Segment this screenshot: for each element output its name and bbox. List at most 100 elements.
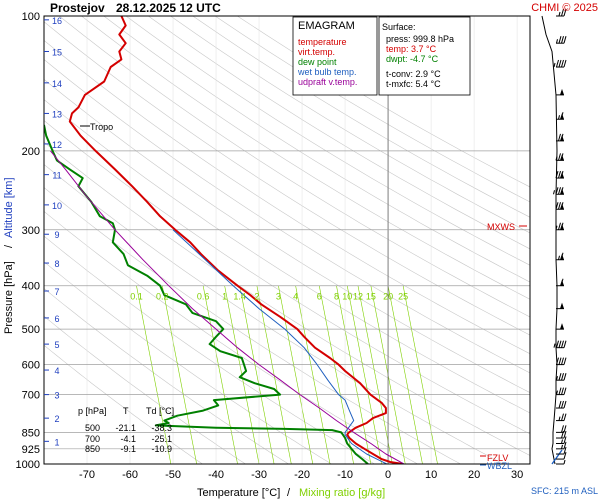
fzlv-label: FZLV [487, 453, 508, 463]
altitude-tick-label: 4 [54, 366, 59, 376]
wind-barb-flag [563, 357, 567, 365]
table-cell: -9.1 [120, 444, 136, 454]
mxws-label: MXWS [487, 222, 515, 232]
x-axis-title-separator: / [287, 487, 291, 499]
altitude-tick-label: 16 [52, 16, 62, 26]
altitude-tick-label: 10 [52, 201, 62, 211]
wind-barb-half-flag [560, 90, 563, 96]
altitude-tick-label: 12 [52, 140, 62, 150]
tropopause-label: Tropo [90, 122, 113, 132]
wind-barb-half-flag [555, 225, 558, 230]
pressure-tick-label: 300 [22, 225, 40, 237]
wind-barb-flag [555, 187, 559, 195]
wind-barb-half-flag [556, 39, 558, 44]
temperature-ticks: -70 -60 -50 -40 -30 -20 -10 0 10 20 30 [79, 469, 523, 481]
wind-barb-flag [558, 387, 562, 395]
sfc-altitude: SFC: 215 m ASL [531, 486, 598, 496]
surface-wind-segment [551, 449, 563, 465]
table-cell: -21.1 [115, 423, 136, 433]
wind-barb-flag [560, 170, 564, 179]
altitude-tick-label: 1 [54, 437, 59, 447]
wind-barb-flag [560, 222, 564, 230]
pressure-tick-label: 1000 [16, 459, 40, 471]
wind-barb-flag [560, 153, 564, 161]
mixing-ratio-line [402, 285, 438, 464]
temperature-tick-label: -40 [208, 469, 224, 481]
wind-profile [541, 8, 567, 465]
mixing-ratio-label: 2 [254, 292, 259, 302]
mixing-ratio-label: 20 [383, 292, 393, 302]
surface-tconv: t-conv: 2.9 °C [386, 69, 441, 79]
wind-barb-flag [563, 441, 567, 449]
wind-barb-half-flag [556, 376, 558, 381]
wind-barb-flag [563, 8, 567, 17]
altitude-tick-label: 3 [54, 391, 59, 401]
wind-barb-flag [555, 202, 559, 210]
wind-barb-flag [556, 357, 559, 365]
wind-barb-flag [558, 400, 562, 409]
wind-barb-half-flag [561, 444, 563, 449]
dry-adiabat [103, 16, 530, 283]
plot-frame [43, 15, 531, 465]
temperature-tick-label: 10 [425, 469, 437, 481]
mixing-ratio-line [202, 285, 238, 464]
wind-barb-half-flag [561, 439, 563, 444]
surface-press: press: 999.8 hPa [386, 34, 454, 44]
x-axis-title-temperature: Temperature [°C] [197, 487, 280, 499]
dry-adiabat [44, 39, 530, 355]
pressure-ticks: 100 200 300 400 500 600 700 850 925 1000 [16, 11, 40, 471]
table-cell: -38.3 [151, 423, 172, 433]
wind-barb-flag [558, 133, 561, 142]
dry-adiabat [44, 261, 332, 464]
datetime: 28.12.2025 12 UTC [116, 1, 221, 15]
mixing-ratio-label: 0.6 [197, 292, 210, 302]
wind-barb-flag [561, 36, 564, 44]
table-cell: -10.9 [151, 444, 172, 454]
x-axis-title-mixing: Mixing ratio [g/kg] [299, 487, 385, 499]
mixing-ratio-line [346, 285, 382, 464]
wind-barb-flag [556, 59, 559, 68]
altitude-tick-label: 8 [54, 259, 59, 269]
temperature-line [68, 16, 404, 464]
wind-barb-flag [561, 373, 564, 381]
mixing-ratio-label: 0.1 [130, 292, 143, 302]
wind-barb-half-flag [558, 255, 560, 260]
wind-barb-flag [563, 436, 567, 444]
temperature-tick-label: 0 [385, 469, 391, 481]
table-cell: 850 [85, 444, 100, 454]
temperature-tick-label: -50 [165, 469, 181, 481]
legend-item-virt-temp: virt.temp. [298, 47, 335, 57]
legend-title: EMAGRAM [298, 20, 355, 32]
surface-tmxfc: t-mxfc: 5.4 °C [386, 79, 441, 89]
mixing-ratio-line [136, 285, 172, 464]
mixing-ratio-label: 25 [398, 292, 408, 302]
mixing-ratio-label: 12 [353, 292, 363, 302]
station-name: Prostejov [50, 1, 105, 15]
mixing-ratio-line [256, 285, 292, 464]
wind-barb-half-flag [553, 343, 556, 348]
altitude-tick-label: 13 [52, 109, 62, 119]
grid-layer [44, 16, 530, 464]
wind-barb-flag [561, 357, 564, 365]
dry-adiabat [192, 16, 530, 218]
table-cell: -25.1 [151, 434, 172, 444]
wind-barb-flag [558, 36, 562, 44]
mixing-ratio-line [161, 285, 197, 464]
mixing-ratio-line [278, 285, 314, 464]
wind-barb-flag [561, 413, 564, 421]
mixing-ratio-labels: 0.1 0.2 0.6 1 1.4 2 3 4 6 8 10 12 15 20 25 [130, 292, 408, 302]
mixing-ratio-label: 1.4 [233, 292, 246, 302]
altitude-tick-label: 15 [52, 47, 62, 57]
pressure-tick-label: 200 [22, 146, 40, 158]
temperature-tick-label: 20 [468, 469, 480, 481]
wind-barb-half-flag [556, 390, 558, 395]
dry-adiabat [59, 16, 530, 318]
series-layer [44, 16, 405, 464]
wind-barb-flag [558, 170, 561, 179]
wind-barb-flag [560, 202, 564, 210]
altitude-tick-label: 6 [54, 314, 59, 324]
temperature-tick-label: -20 [294, 469, 310, 481]
wind-barb-flag [563, 451, 567, 460]
wind-barb-flag [555, 170, 559, 179]
